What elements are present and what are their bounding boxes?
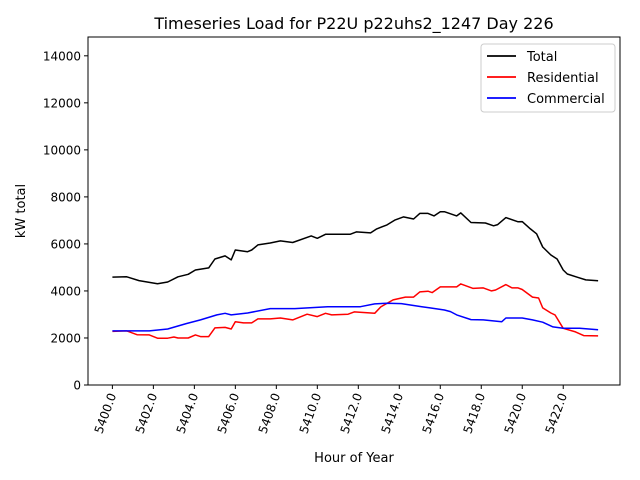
y-axis-label: kW total — [14, 184, 29, 238]
y-tick-label: 10000 — [43, 143, 81, 157]
x-axis-label: Hour of Year — [314, 451, 394, 466]
series-layer — [112, 210, 599, 339]
x-axis: 5400.0 5402.0 5404.0 5406.0 5408.0 5410.0 5412… — [92, 385, 570, 435]
legend-label-commercial: Commercial — [527, 92, 605, 107]
x-tick-label: 5412.0 — [338, 391, 366, 435]
x-tick-label: 5404.0 — [174, 391, 202, 435]
legend-label-residential: Residential — [527, 71, 599, 86]
chart-title: Timeseries Load for P22U p22uhs2_1247 Da… — [153, 14, 553, 34]
plot-frame — [87, 36, 621, 386]
y-tick-label: 8000 — [50, 190, 81, 204]
x-tick-label: 5416.0 — [420, 391, 448, 435]
x-tick-label: 5408.0 — [256, 391, 284, 435]
y-tick-label: 6000 — [50, 237, 81, 251]
y-tick-label: 0 — [73, 379, 81, 393]
legend: Total Residential Commercial — [480, 43, 616, 113]
series-line-commercial — [112, 302, 599, 332]
x-tick-label: 5422.0 — [543, 391, 571, 435]
x-tick-label: 5400.0 — [92, 391, 120, 435]
x-tick-label: 5414.0 — [379, 391, 407, 435]
y-tick-label: 12000 — [43, 96, 81, 110]
x-tick-label: 5402.0 — [133, 391, 161, 435]
x-tick-label: 5418.0 — [461, 391, 489, 435]
x-tick-label: 5410.0 — [297, 391, 325, 435]
series-line-residential — [112, 283, 599, 339]
x-tick-label: 5420.0 — [502, 391, 530, 435]
y-tick-label: 2000 — [50, 331, 81, 345]
legend-label-total: Total — [526, 50, 557, 65]
y-tick-label: 4000 — [50, 284, 81, 298]
y-axis: 0 2000 4000 6000 8000 10000 12000 14000 — [43, 49, 88, 393]
series-line-total — [112, 210, 599, 285]
legend-frame — [480, 43, 616, 113]
x-tick-label: 5406.0 — [215, 391, 243, 435]
y-tick-label: 14000 — [43, 49, 81, 63]
